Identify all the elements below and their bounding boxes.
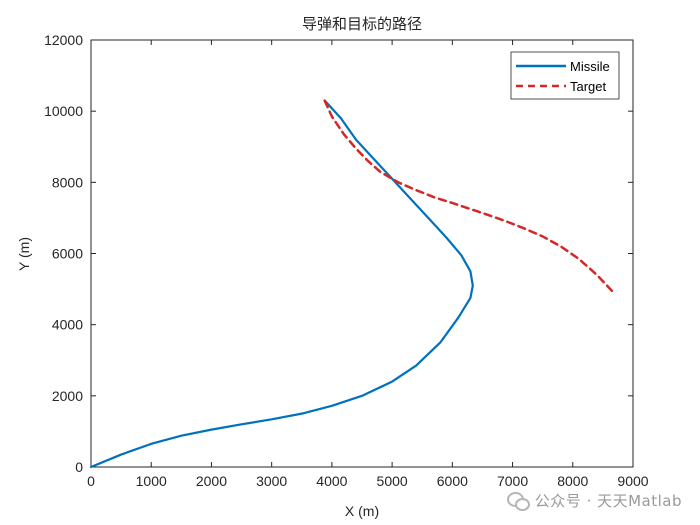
- x-axis-label: X (m): [345, 503, 379, 519]
- wechat-icon: [506, 491, 530, 511]
- legend: Missile Target: [510, 51, 620, 100]
- y-tick-label: 2000: [52, 388, 83, 404]
- x-tick-label: 5000: [377, 473, 408, 489]
- watermark: 公众号 · 天天Matlab: [506, 490, 682, 511]
- x-tick-label: 3000: [256, 473, 287, 489]
- y-tick-label: 4000: [52, 317, 83, 333]
- legend-label-missile: Missile: [570, 59, 610, 74]
- y-axis-label: Y (m): [16, 237, 32, 271]
- x-tick-label: 1000: [136, 473, 167, 489]
- series-line-target: [323, 99, 614, 293]
- x-tick-label: 8000: [557, 473, 588, 489]
- plot-area: [90, 39, 634, 468]
- legend-label-target: Target: [570, 79, 607, 94]
- x-tick-label: 0: [87, 473, 95, 489]
- chart-title: 导弹和目标的路径: [302, 15, 422, 33]
- x-axis: 0 1000 2000 3000 4000 5000 6000 7000 8000 9000: [87, 40, 649, 489]
- series-layer: [89, 99, 614, 469]
- x-tick-label: 9000: [617, 473, 648, 489]
- y-axis: 0 2000 4000 6000 8000 10000 12000: [44, 32, 633, 475]
- x-tick-label: 4000: [316, 473, 347, 489]
- y-tick-label: 8000: [52, 174, 83, 190]
- y-tick-label: 10000: [44, 103, 83, 119]
- y-tick-label: 0: [75, 459, 83, 475]
- x-tick-label: 7000: [497, 473, 528, 489]
- series-line-missile: [89, 99, 474, 469]
- legend-box: [510, 51, 620, 100]
- y-tick-label: 12000: [44, 32, 83, 48]
- x-tick-label: 6000: [437, 473, 468, 489]
- watermark-text: 公众号 · 天天Matlab: [534, 492, 682, 510]
- x-tick-label: 2000: [196, 473, 227, 489]
- y-tick-label: 6000: [52, 246, 83, 262]
